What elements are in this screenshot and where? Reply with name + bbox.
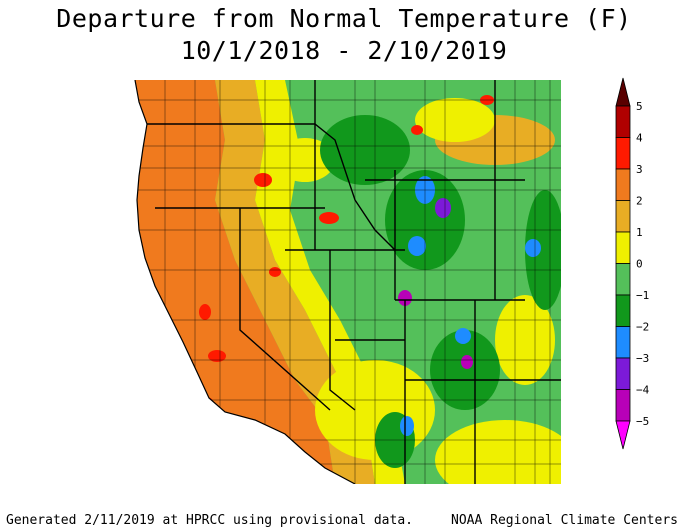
legend-swatch (615, 105, 631, 138)
temperature-departure-map (125, 80, 561, 484)
legend-arrow-top (615, 77, 631, 107)
legend-tick-label: −5 (636, 415, 649, 428)
legend-swatch (615, 294, 631, 327)
warm-spot-nevada (269, 267, 281, 277)
legend-swatch (615, 326, 631, 359)
cold-spot-4 (400, 416, 414, 436)
county-boundaries (135, 80, 561, 484)
montana-near-normal (415, 98, 495, 142)
source-credit: NOAA Regional Climate Centers (451, 513, 678, 528)
cold-spot-3 (525, 239, 541, 257)
map-title: Departure from Normal Temperature (F) (56, 4, 632, 33)
very-cold-spot-2 (398, 290, 412, 306)
warm-spot-oregon (254, 173, 272, 187)
legend-tick-label: −1 (636, 289, 649, 302)
very-cold-spot-3 (461, 355, 473, 369)
warm-spot-idaho (319, 212, 339, 224)
legend-tick-label: −4 (636, 384, 650, 397)
coastline (134, 80, 356, 484)
legend-tick-label: 1 (636, 226, 643, 239)
colorado-cool (430, 330, 500, 410)
very-cold-spot-1 (435, 198, 451, 218)
color-scale-legend: 5 4 3 2 1 0 −1 −2 −3 −4 −5 (612, 76, 672, 458)
legend-swatch (615, 200, 631, 233)
legend-tick-label: 3 (636, 163, 643, 176)
legend-swatch (615, 357, 631, 390)
legend-ticks: 5 4 3 2 1 0 −1 −2 −3 −4 −5 (636, 100, 650, 428)
legend-swatch (615, 231, 631, 264)
legend-arrow-bottom (615, 420, 631, 450)
cold-spot-5 (455, 328, 471, 344)
warm-spot-california-2 (208, 350, 226, 362)
date-range: 10/1/2018 - 2/10/2019 (180, 36, 508, 65)
legend-tick-label: 5 (636, 100, 643, 113)
generated-note: Generated 2/11/2019 at HPRCC using provi… (6, 513, 413, 528)
legend-tick-label: −2 (636, 321, 649, 334)
east-near-normal (495, 295, 555, 385)
legend-tick-label: 2 (636, 195, 643, 208)
legend-swatch (615, 137, 631, 170)
legend-swatch (615, 263, 631, 296)
northern-rockies-cool (320, 115, 410, 185)
cold-spot-2 (408, 236, 426, 256)
warm-spot-north-2 (411, 125, 423, 135)
legend-swatch (615, 168, 631, 201)
legend-tick-label: −3 (636, 352, 649, 365)
legend-tick-label: 4 (636, 132, 643, 145)
legend-swatch (615, 389, 631, 422)
legend-color-bar (615, 77, 631, 450)
warm-spot-california-1 (199, 304, 211, 320)
legend-tick-label: 0 (636, 258, 643, 271)
